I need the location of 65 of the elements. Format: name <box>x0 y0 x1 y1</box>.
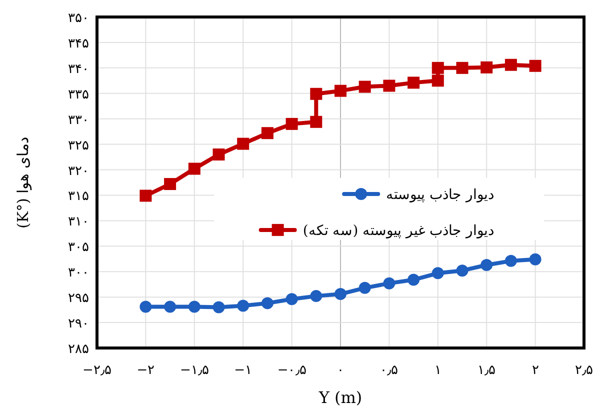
y-tick-label: ۲۹۰ <box>68 316 89 332</box>
y-tick-label: ۳۳۰ <box>68 112 89 128</box>
x-axis-title: Y (m) <box>318 388 362 407</box>
point <box>480 61 493 74</box>
point <box>504 254 517 267</box>
point <box>237 300 250 312</box>
y-tick-label: ۲۹۵ <box>68 291 89 306</box>
point <box>310 116 322 128</box>
y-tick-label: ۳۴۰ <box>68 62 89 77</box>
point <box>286 118 298 130</box>
y-tick-label: ۳۱۰ <box>68 214 89 230</box>
point <box>212 148 225 160</box>
y-tick-label: ۳۲۵ <box>68 138 89 154</box>
y-tick-label: ۳۲۰ <box>68 164 89 179</box>
y-tick-label: ۳۰۰ <box>68 266 89 281</box>
point <box>383 80 396 92</box>
point <box>188 300 200 313</box>
point <box>310 290 322 302</box>
point <box>432 62 444 74</box>
x-tick-label: ۲ <box>532 363 539 378</box>
point <box>432 74 444 87</box>
point <box>408 274 420 286</box>
x-tick-label: −۱ <box>234 363 252 378</box>
point <box>164 300 176 313</box>
point <box>529 253 542 266</box>
y-tick-label: ۳۵۰ <box>68 11 89 26</box>
point <box>432 267 444 280</box>
point <box>261 127 274 140</box>
point <box>456 62 468 74</box>
legend-label: دیوار جاذب غیر پیوسته (سه تکه) <box>302 222 494 239</box>
legend-label: دیوار جاذب پیوسته <box>386 186 494 203</box>
y-tick-label: ۳۳۵ <box>68 87 89 102</box>
point <box>334 288 346 300</box>
x-tick-label: ۰٫۵ <box>380 363 398 378</box>
point <box>334 84 346 97</box>
y-tick-label: ۲۸۵ <box>68 342 89 357</box>
y-tick-label: ۳۰۵ <box>68 240 89 256</box>
point <box>358 282 371 294</box>
point <box>140 190 152 202</box>
point <box>310 88 322 100</box>
point <box>383 277 396 290</box>
x-tick-label: −۰٫۵ <box>277 363 306 378</box>
point <box>212 301 225 314</box>
point <box>164 178 176 190</box>
x-tick-label: −۲ <box>136 363 155 378</box>
point <box>261 297 274 310</box>
x-tick-label: −۲٫۵ <box>82 363 112 378</box>
point <box>140 300 152 313</box>
point <box>529 60 542 72</box>
x-tick-label: ۱ <box>434 363 442 378</box>
point <box>286 293 298 306</box>
y-tick-label: ۳۴۵ <box>68 36 89 52</box>
point <box>237 138 250 150</box>
x-tick-label: −۱٫۵ <box>180 363 209 378</box>
point <box>504 58 517 71</box>
point <box>480 258 493 271</box>
point <box>358 80 371 93</box>
x-tick-label: ۰ <box>337 363 344 378</box>
point <box>456 264 468 277</box>
x-tick-label: ۱٫۵ <box>478 363 496 378</box>
x-tick-label: ۲٫۵ <box>575 363 593 378</box>
y-tick-label: ۳۱۵ <box>68 189 89 204</box>
point <box>408 76 420 89</box>
y-axis-title: دمای هوا (°K) <box>14 136 32 228</box>
point <box>188 162 200 175</box>
